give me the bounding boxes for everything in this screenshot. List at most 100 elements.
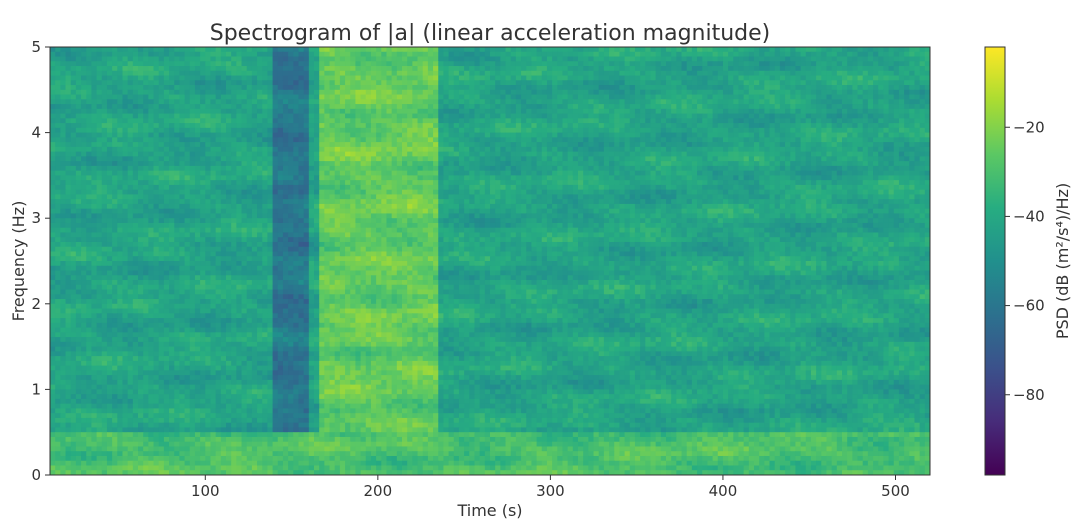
heatmap-cell: [857, 80, 864, 86]
heatmap-cell: [96, 80, 103, 86]
heatmap-cell: [112, 127, 118, 134]
heatmap-cell: [334, 156, 341, 162]
heatmap-cell: [479, 165, 486, 172]
heatmap-cell: [546, 118, 553, 124]
heatmap-cell: [396, 118, 403, 124]
heatmap-cell: [314, 127, 320, 134]
heatmap-cell: [334, 51, 341, 58]
heatmap-cell: [417, 161, 424, 167]
heatmap-cell: [904, 89, 910, 96]
heatmap-cell: [681, 61, 688, 67]
heatmap-cell: [826, 170, 833, 176]
heatmap-cell: [614, 165, 621, 172]
heatmap-cell: [184, 89, 191, 96]
heatmap-cell: [143, 118, 149, 124]
heatmap-cell: [96, 113, 103, 119]
heatmap-cell: [867, 66, 874, 72]
heatmap-cell: [697, 113, 703, 119]
heatmap-cell: [246, 142, 253, 148]
heatmap-cell: [158, 70, 165, 77]
heatmap-cell: [671, 127, 677, 134]
heatmap-cell: [241, 104, 248, 110]
heatmap-cell: [836, 137, 843, 143]
heatmap-cell: [236, 75, 243, 81]
heatmap-cell: [132, 85, 139, 91]
heatmap-cell: [458, 132, 465, 138]
heatmap-cell: [666, 66, 672, 72]
heatmap-cell: [650, 156, 657, 162]
heatmap-cell: [764, 66, 771, 72]
heatmap-cell: [370, 108, 377, 115]
heatmap-cell: [153, 66, 160, 72]
heatmap-cell: [536, 104, 543, 110]
heatmap-cell: [552, 137, 558, 143]
heatmap-cell: [81, 123, 87, 129]
heatmap-cell: [329, 137, 336, 143]
heatmap-cell: [132, 89, 139, 96]
heatmap-cell: [769, 123, 776, 129]
heatmap-cell: [676, 61, 683, 67]
heatmap-cell: [805, 132, 812, 138]
heatmap-cell: [624, 94, 631, 100]
heatmap-cell: [691, 132, 698, 138]
heatmap-cell: [909, 89, 916, 96]
heatmap-cell: [112, 108, 118, 115]
heatmap-cell: [598, 75, 605, 81]
heatmap-cell: [526, 75, 533, 81]
heatmap-cell: [184, 142, 191, 148]
heatmap-cell: [314, 80, 320, 86]
heatmap-cell: [728, 175, 734, 181]
heatmap-cell: [339, 161, 346, 167]
heatmap-cell: [267, 99, 274, 105]
heatmap-cell: [205, 151, 212, 157]
heatmap-cell: [293, 132, 300, 138]
heatmap-cell: [857, 104, 864, 110]
heatmap-cell: [96, 184, 103, 191]
heatmap-cell: [826, 75, 833, 81]
heatmap-cell: [257, 70, 263, 77]
heatmap-cell: [526, 108, 533, 115]
heatmap-cell: [86, 151, 93, 157]
heatmap-cell: [184, 161, 191, 167]
heatmap-cell: [174, 165, 181, 172]
heatmap-cell: [355, 165, 362, 172]
heatmap-cell: [200, 56, 206, 62]
heatmap-cell: [262, 66, 269, 72]
heatmap-cell: [345, 123, 351, 129]
heatmap-cell: [106, 180, 113, 186]
heatmap-cell: [790, 137, 797, 143]
heatmap-cell: [562, 118, 569, 124]
heatmap-cell: [75, 75, 82, 81]
heatmap-cell: [293, 51, 300, 58]
heatmap-cell: [319, 61, 325, 67]
heatmap-cell: [826, 108, 833, 115]
heatmap-cell: [676, 99, 683, 105]
heatmap-cell: [127, 137, 134, 143]
heatmap-cell: [101, 104, 108, 110]
heatmap-cell: [893, 89, 900, 96]
heatmap-cell: [867, 118, 874, 124]
heatmap-cell: [619, 156, 626, 162]
heatmap-cell: [588, 89, 595, 96]
heatmap-cell: [427, 99, 434, 105]
heatmap-cell: [738, 142, 745, 148]
heatmap-cell: [101, 75, 108, 81]
heatmap-cell: [666, 75, 672, 81]
heatmap-cell: [210, 47, 217, 53]
heatmap-cell: [106, 132, 113, 138]
heatmap-cell: [246, 113, 253, 119]
heatmap-cell: [469, 113, 476, 119]
heatmap-cell: [619, 118, 626, 124]
heatmap-cell: [412, 75, 419, 81]
heatmap-cell: [70, 80, 77, 86]
heatmap-cell: [396, 94, 403, 100]
heatmap-cell: [117, 61, 124, 67]
heatmap-cell: [924, 123, 930, 129]
heatmap-cell: [526, 137, 533, 143]
heatmap-cell: [65, 132, 72, 138]
heatmap-cell: [593, 80, 600, 86]
heatmap-cell: [500, 89, 507, 96]
heatmap-cell: [231, 113, 237, 119]
heatmap-cell: [138, 51, 144, 58]
heatmap-cell: [106, 56, 113, 62]
